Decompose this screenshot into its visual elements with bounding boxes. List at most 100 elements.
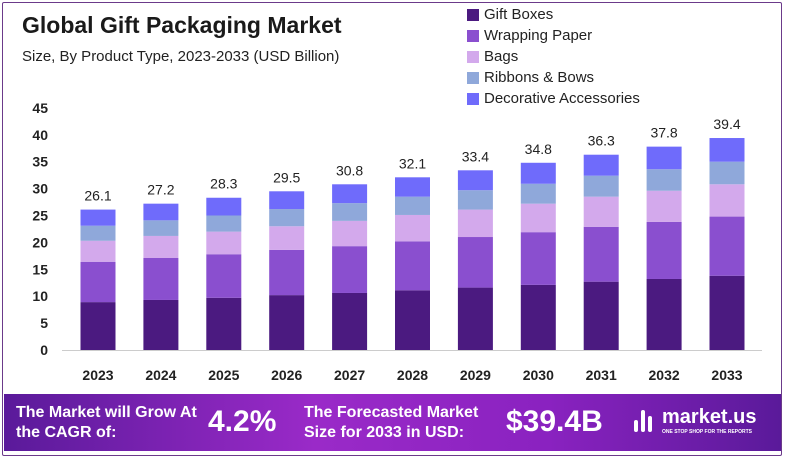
bar-segment bbox=[269, 249, 305, 296]
legend-swatch bbox=[467, 71, 479, 84]
bar-segment bbox=[395, 290, 430, 350]
bar-segment bbox=[206, 297, 242, 350]
y-tick-label: 5 bbox=[40, 315, 48, 331]
bar-segment bbox=[457, 237, 493, 288]
x-tick-label: 2027 bbox=[334, 367, 365, 383]
legend-item: Ribbons & Bows bbox=[467, 67, 640, 88]
summary-banner: The Market will Grow At the CAGR of: 4.2… bbox=[4, 394, 781, 451]
y-tick-label: 0 bbox=[40, 342, 48, 358]
x-tick-label: 2025 bbox=[208, 367, 239, 383]
bar-segment bbox=[395, 241, 430, 291]
y-tick-label: 35 bbox=[32, 154, 48, 170]
legend-item: Gift Boxes bbox=[467, 4, 640, 25]
legend-label: Wrapping Paper bbox=[484, 26, 593, 44]
bar-segment bbox=[646, 169, 682, 191]
brand-name: market.us bbox=[662, 406, 757, 428]
legend-label: Gift Boxes bbox=[484, 5, 554, 23]
bar-segment bbox=[709, 161, 745, 185]
legend-item: Decorative Accessories bbox=[467, 88, 640, 109]
bar-segment bbox=[332, 246, 368, 293]
bar-segment bbox=[457, 170, 493, 191]
bar-segment bbox=[583, 154, 619, 176]
bar-segment bbox=[269, 295, 305, 350]
x-tick-label: 2030 bbox=[523, 367, 554, 383]
bar-segment bbox=[520, 284, 556, 350]
legend-swatch bbox=[467, 50, 479, 63]
total-label: 26.1 bbox=[84, 188, 111, 204]
bar-segment bbox=[206, 254, 242, 298]
bar-segment bbox=[143, 258, 179, 300]
bar-segment bbox=[269, 191, 305, 210]
total-label: 39.4 bbox=[713, 116, 740, 132]
bar-segment bbox=[332, 220, 368, 247]
bar-segment bbox=[520, 232, 556, 285]
bar-segment bbox=[457, 287, 493, 350]
x-tick-label: 2024 bbox=[145, 367, 176, 383]
legend-label: Bags bbox=[484, 47, 519, 65]
bar-segment bbox=[206, 215, 242, 232]
total-label: 28.3 bbox=[210, 176, 237, 192]
brand-logo: market.us ONE STOP SHOP FOR THE REPORTS bbox=[634, 406, 757, 436]
bar-segment bbox=[646, 146, 682, 170]
logo-icon bbox=[634, 410, 656, 432]
legend-swatch bbox=[467, 29, 479, 42]
forecast-value: $39.4B bbox=[506, 405, 603, 438]
x-tick-label: 2029 bbox=[460, 367, 491, 383]
bar-segment bbox=[395, 214, 430, 242]
y-tick-label: 25 bbox=[32, 208, 48, 224]
x-tick-label: 2031 bbox=[586, 367, 617, 383]
bar-segment bbox=[206, 231, 242, 255]
cagr-label: The Market will Grow At the CAGR of: bbox=[16, 404, 197, 441]
legend-label: Ribbons & Bows bbox=[484, 68, 595, 86]
bar-segment bbox=[709, 216, 745, 276]
bar-segment bbox=[395, 196, 430, 215]
total-label: 30.8 bbox=[336, 162, 363, 178]
bar-segment bbox=[646, 190, 682, 222]
bar-segment bbox=[520, 203, 556, 233]
bar-segment bbox=[269, 226, 305, 250]
total-label: 36.3 bbox=[588, 133, 615, 149]
chart-plot: 05101520253035404526.1202327.2202428.320… bbox=[32, 100, 762, 383]
forecast-label: The Forecasted Market Size for 2033 in U… bbox=[304, 404, 479, 441]
total-label: 27.2 bbox=[147, 182, 174, 198]
bar-segment bbox=[457, 190, 493, 210]
bar-segment bbox=[143, 299, 179, 350]
x-tick-label: 2028 bbox=[397, 367, 428, 383]
bar-segment bbox=[80, 261, 116, 303]
bar-segment bbox=[520, 183, 556, 204]
total-label: 32.1 bbox=[399, 155, 426, 171]
chart-title: Global Gift Packaging Market bbox=[22, 12, 342, 38]
bar-segment bbox=[709, 275, 745, 350]
bar-segment bbox=[332, 184, 368, 204]
bar-segment bbox=[709, 138, 745, 162]
bar-segment bbox=[583, 226, 619, 282]
y-tick-label: 30 bbox=[32, 181, 48, 197]
cagr-value: 4.2% bbox=[208, 405, 277, 438]
bar-segment bbox=[332, 203, 368, 221]
legend: Gift Boxes Wrapping Paper Bags Ribbons & Bo… bbox=[467, 4, 640, 109]
bar-segment bbox=[269, 209, 305, 227]
total-label: 29.5 bbox=[273, 169, 300, 185]
legend-item: Bags bbox=[467, 46, 640, 67]
bar-segment bbox=[583, 281, 619, 350]
bar-segment bbox=[206, 197, 242, 216]
legend-swatch bbox=[467, 92, 479, 105]
y-tick-label: 20 bbox=[32, 234, 48, 250]
total-label: 37.8 bbox=[650, 125, 677, 141]
y-tick-label: 45 bbox=[32, 100, 48, 116]
bar-segment bbox=[646, 221, 682, 279]
bar-segment bbox=[709, 184, 745, 217]
y-tick-label: 10 bbox=[32, 288, 48, 304]
x-tick-label: 2026 bbox=[271, 367, 302, 383]
bar-segment bbox=[80, 240, 116, 262]
bar-segment bbox=[395, 177, 430, 197]
total-label: 33.4 bbox=[462, 148, 489, 164]
bar-segment bbox=[143, 203, 179, 221]
bar-segment bbox=[80, 209, 116, 226]
x-tick-label: 2033 bbox=[711, 367, 742, 383]
bar-segment bbox=[332, 292, 368, 350]
y-tick-label: 15 bbox=[32, 261, 48, 277]
bar-segment bbox=[80, 302, 116, 350]
bar-segment bbox=[143, 235, 179, 259]
